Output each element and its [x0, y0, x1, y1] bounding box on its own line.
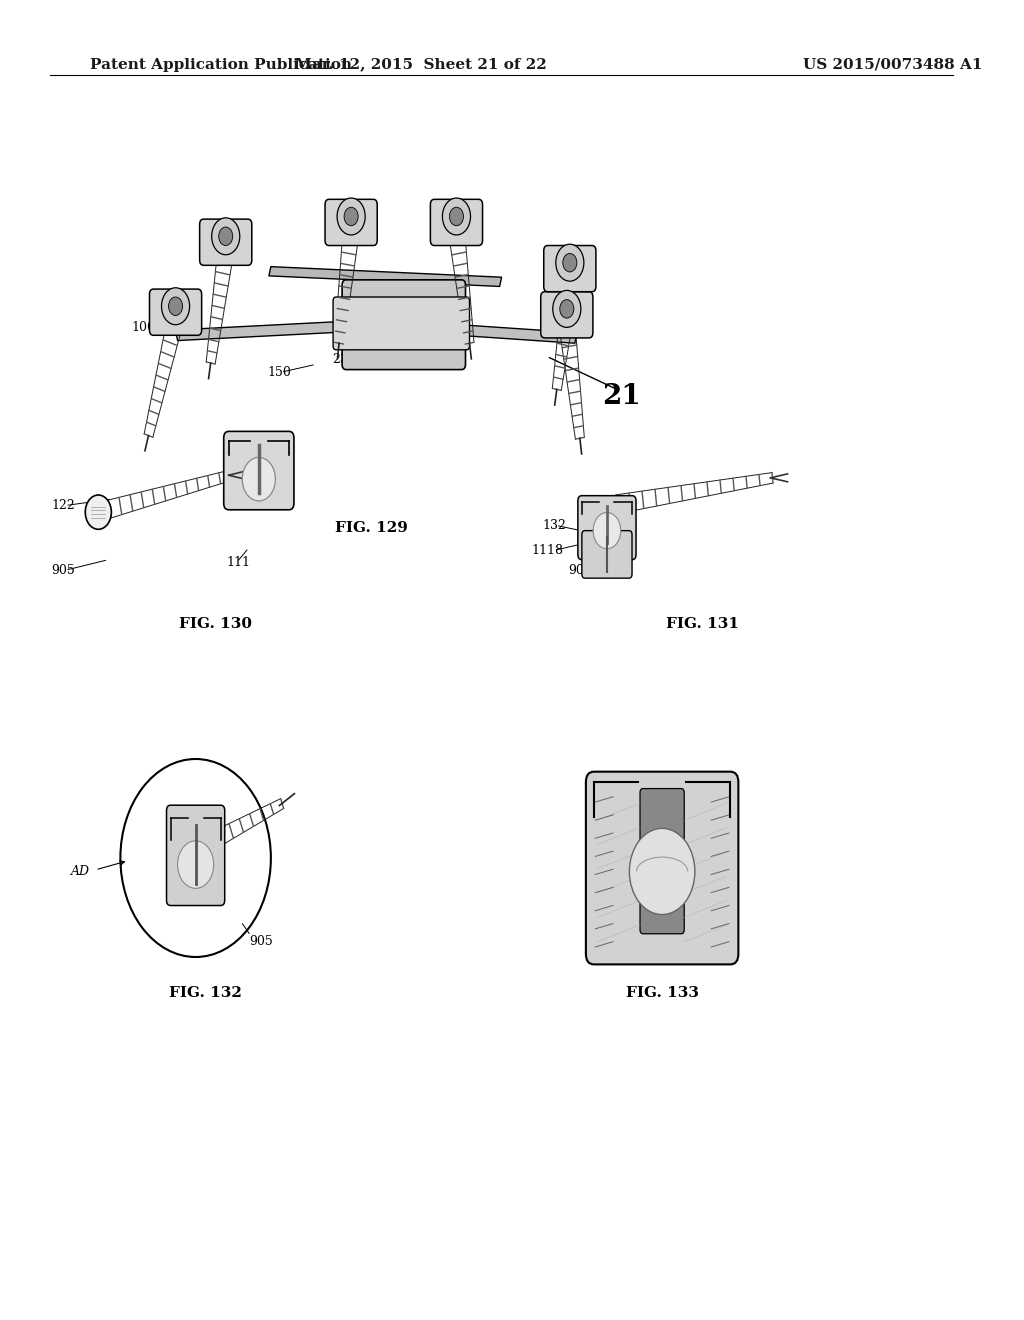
FancyBboxPatch shape — [167, 805, 224, 906]
Text: 21: 21 — [602, 383, 641, 409]
Text: 905: 905 — [568, 564, 592, 577]
Circle shape — [219, 227, 232, 246]
Text: 231: 231 — [332, 352, 356, 366]
Text: 122: 122 — [51, 499, 75, 512]
Polygon shape — [175, 319, 383, 341]
Text: FIG. 132: FIG. 132 — [169, 986, 242, 999]
FancyBboxPatch shape — [223, 432, 294, 510]
Circle shape — [563, 253, 577, 272]
Text: AD: AD — [72, 865, 90, 878]
Polygon shape — [379, 319, 577, 343]
FancyBboxPatch shape — [586, 772, 738, 965]
FancyBboxPatch shape — [342, 280, 466, 370]
Text: FIG. 133: FIG. 133 — [626, 986, 698, 999]
Text: 1118: 1118 — [531, 544, 564, 557]
FancyBboxPatch shape — [582, 531, 632, 578]
Circle shape — [442, 198, 470, 235]
FancyBboxPatch shape — [541, 292, 593, 338]
Circle shape — [553, 290, 581, 327]
Circle shape — [337, 198, 366, 235]
FancyBboxPatch shape — [544, 246, 596, 292]
Text: 905: 905 — [249, 935, 272, 948]
FancyBboxPatch shape — [325, 199, 377, 246]
FancyBboxPatch shape — [578, 496, 636, 560]
FancyBboxPatch shape — [333, 297, 470, 350]
Circle shape — [162, 288, 189, 325]
Text: 100: 100 — [131, 321, 156, 334]
Circle shape — [177, 841, 214, 888]
Circle shape — [630, 829, 695, 915]
Text: US 2015/0073488 A1: US 2015/0073488 A1 — [803, 58, 982, 71]
FancyBboxPatch shape — [150, 289, 202, 335]
Text: FIG. 131: FIG. 131 — [666, 618, 738, 631]
Text: 132: 132 — [542, 519, 566, 532]
Circle shape — [212, 218, 240, 255]
FancyBboxPatch shape — [200, 219, 252, 265]
Text: Patent Application Publication: Patent Application Publication — [90, 58, 352, 71]
Circle shape — [169, 297, 182, 315]
Circle shape — [85, 495, 112, 529]
Circle shape — [450, 207, 464, 226]
Circle shape — [344, 207, 358, 226]
Text: Mar. 12, 2015  Sheet 21 of 22: Mar. 12, 2015 Sheet 21 of 22 — [296, 58, 547, 71]
Circle shape — [243, 458, 275, 500]
Text: 111: 111 — [226, 556, 251, 569]
Polygon shape — [269, 267, 502, 286]
Text: FIG. 130: FIG. 130 — [179, 618, 252, 631]
FancyBboxPatch shape — [430, 199, 482, 246]
Text: 905: 905 — [51, 564, 75, 577]
Circle shape — [121, 759, 271, 957]
FancyBboxPatch shape — [640, 788, 684, 933]
Circle shape — [560, 300, 573, 318]
Circle shape — [593, 512, 621, 549]
Text: 150: 150 — [267, 366, 291, 379]
Text: FIG. 129: FIG. 129 — [335, 521, 408, 535]
Circle shape — [556, 244, 584, 281]
